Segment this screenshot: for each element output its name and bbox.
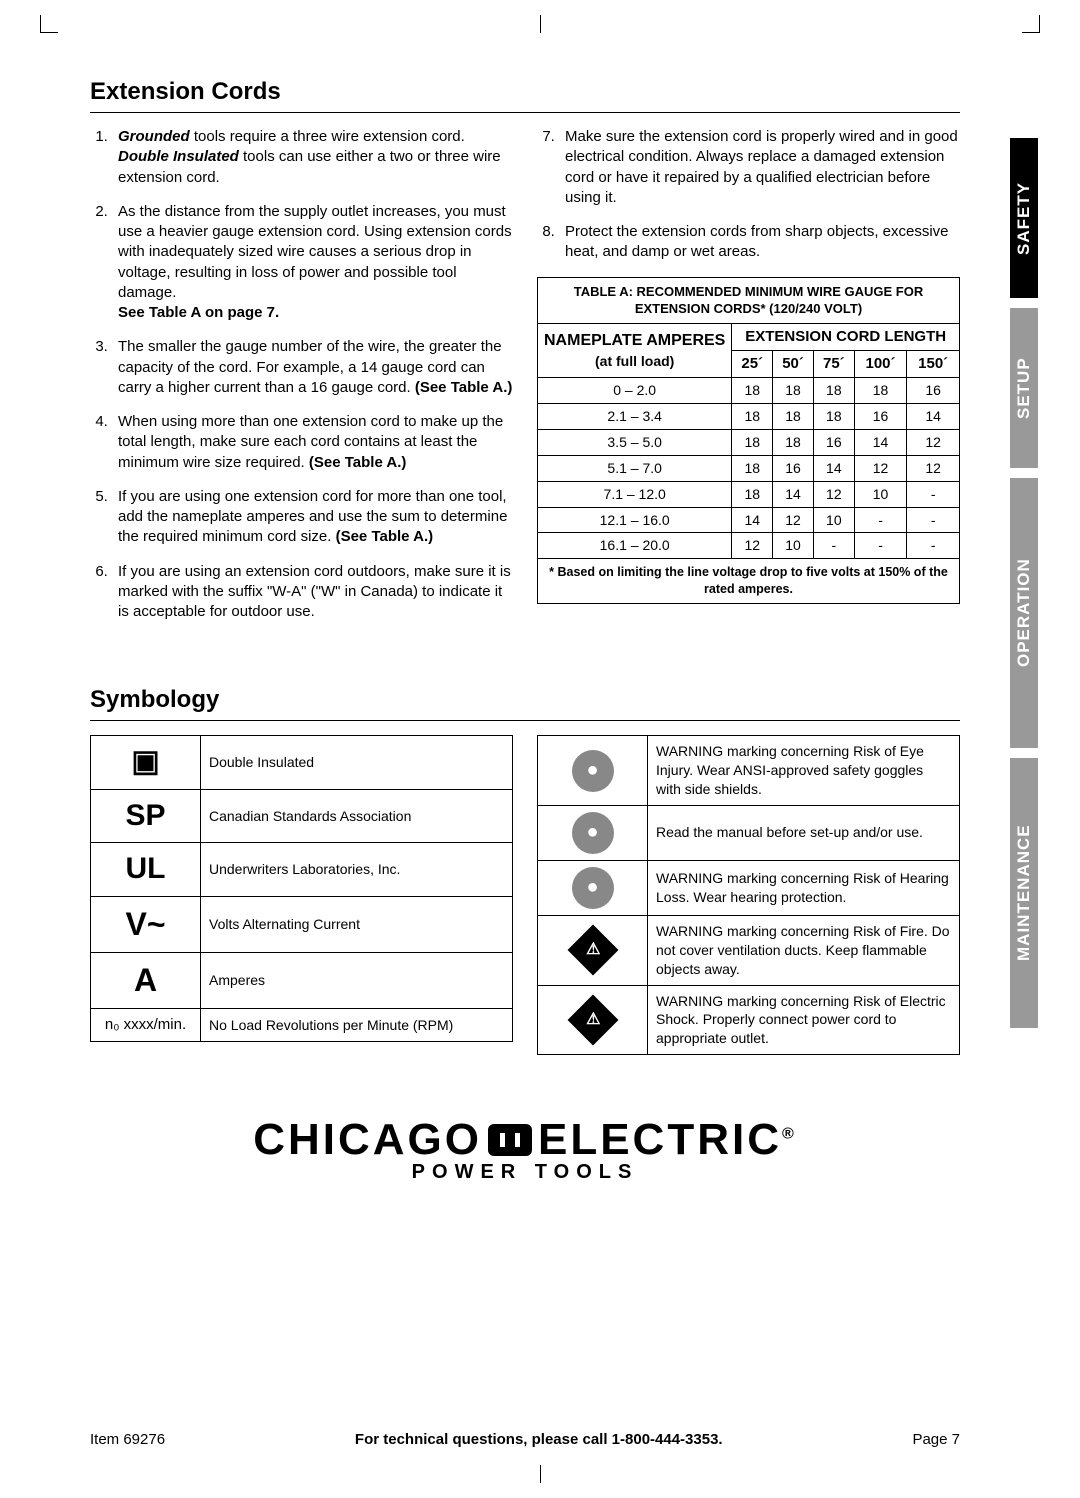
list-item: If you are using an extension cord outdo… (112, 562, 513, 623)
symbol-icon: V~ (91, 896, 201, 952)
symbol-desc: WARNING marking concerning Risk of Elect… (648, 985, 960, 1055)
table-cell: 12 (907, 455, 960, 481)
tab-operation: OPERATION (1010, 478, 1038, 748)
table-cell: 18 (854, 378, 907, 404)
section-title-symbology: Symbology (90, 686, 960, 714)
instructions-right: Make sure the extension cord is properly… (537, 127, 960, 263)
table-cell: 12 (813, 481, 854, 507)
symbol-icon: ⚠ (538, 915, 648, 985)
table-cell: 18 (773, 429, 814, 455)
table-cell: 16 (854, 403, 907, 429)
table-cell: - (907, 481, 960, 507)
symbol-desc: WARNING marking concerning Risk of Eye I… (648, 736, 960, 806)
table-cell: 16 (907, 378, 960, 404)
table-cell: 14 (773, 481, 814, 507)
table-cell: 14 (907, 403, 960, 429)
symbology-table-left: ▣Double InsulatedSPCanadian Standards As… (90, 735, 513, 1042)
table-cell: 12 (854, 455, 907, 481)
table-cell: - (813, 533, 854, 559)
footer-contact: For technical questions, please call 1-8… (355, 1431, 723, 1448)
table-cell: 10 (813, 507, 854, 533)
table-cell: - (854, 507, 907, 533)
table-cell: 12 (773, 507, 814, 533)
table-cell: 0 – 2.0 (538, 378, 732, 404)
symbol-icon: ⚠ (538, 985, 648, 1055)
table-cell: 14 (732, 507, 773, 533)
instructions-left: Grounded tools require a three wire exte… (90, 127, 513, 622)
table-cell: 2.1 – 3.4 (538, 403, 732, 429)
tab-safety: SAFETY (1010, 138, 1038, 298)
symbol-desc: Read the manual before set-up and/or use… (648, 805, 960, 860)
table-cell: 16.1 – 20.0 (538, 533, 732, 559)
symbol-icon: ● (538, 860, 648, 915)
symbol-desc: WARNING marking concerning Risk of Fire.… (648, 915, 960, 985)
symbol-icon: ▣ (91, 736, 201, 790)
table-cell: 3.5 – 5.0 (538, 429, 732, 455)
table-length-header: 150´ (907, 350, 960, 377)
symbol-desc: No Load Revolutions per Minute (RPM) (201, 1009, 513, 1042)
section-title-extension-cords: Extension Cords (90, 78, 960, 106)
table-cell: 18 (813, 378, 854, 404)
tab-maintenance: MAINTENANCE (1010, 758, 1038, 1028)
symbology-table-right: ●WARNING marking concerning Risk of Eye … (537, 735, 960, 1055)
table-col-header: EXTENSION CORD LENGTH (732, 323, 960, 350)
table-note: * Based on limiting the line voltage dro… (538, 559, 960, 604)
plug-icon (488, 1124, 532, 1156)
symbol-desc: Underwriters Laboratories, Inc. (201, 843, 513, 897)
list-item: As the distance from the supply outlet i… (112, 202, 513, 324)
symbol-icon: UL (91, 843, 201, 897)
table-cell: 12 (732, 533, 773, 559)
table-row-header: NAMEPLATE AMPERES (at full load) (538, 323, 732, 378)
table-length-header: 100´ (854, 350, 907, 377)
symbol-icon: A (91, 952, 201, 1008)
table-cell: 18 (813, 403, 854, 429)
list-item: The smaller the gauge number of the wire… (112, 337, 513, 398)
table-cell: 18 (732, 455, 773, 481)
table-title: TABLE A: RECOMMENDED MINIMUM WIRE GAUGE … (538, 277, 960, 323)
list-item: If you are using one extension cord for … (112, 487, 513, 548)
table-cell: - (907, 507, 960, 533)
footer-page-num: Page 7 (912, 1431, 960, 1448)
list-item: Grounded tools require a three wire exte… (112, 127, 513, 188)
tab-setup: SETUP (1010, 308, 1038, 468)
table-cell: - (907, 533, 960, 559)
symbol-desc: Double Insulated (201, 736, 513, 790)
brand-logo: CHICAGOELECTRIC® POWER TOOLS (90, 1115, 960, 1184)
table-cell: 16 (773, 455, 814, 481)
table-cell: 18 (773, 403, 814, 429)
table-cell: 5.1 – 7.0 (538, 455, 732, 481)
table-length-header: 50´ (773, 350, 814, 377)
table-length-header: 25´ (732, 350, 773, 377)
page-footer: Item 69276 For technical questions, plea… (90, 1431, 960, 1448)
symbol-icon: ● (538, 805, 648, 860)
table-cell: 12.1 – 16.0 (538, 507, 732, 533)
symbol-icon: SP (91, 789, 201, 843)
list-item: Protect the extension cords from sharp o… (559, 222, 960, 263)
table-cell: 18 (732, 481, 773, 507)
side-tabs: SAFETY SETUP OPERATION MAINTENANCE (1010, 138, 1040, 1038)
table-cell: 18 (773, 378, 814, 404)
table-cell: 18 (732, 378, 773, 404)
table-a: TABLE A: RECOMMENDED MINIMUM WIRE GAUGE … (537, 277, 960, 605)
list-item: Make sure the extension cord is properly… (559, 127, 960, 208)
list-item: When using more than one extension cord … (112, 412, 513, 473)
symbol-icon: n₀ xxxx/min. (91, 1009, 201, 1042)
table-cell: 10 (773, 533, 814, 559)
table-length-header: 75´ (813, 350, 854, 377)
symbol-desc: Amperes (201, 952, 513, 1008)
table-cell: 12 (907, 429, 960, 455)
table-cell: 18 (732, 403, 773, 429)
symbol-desc: WARNING marking concerning Risk of Heari… (648, 860, 960, 915)
table-cell: 16 (813, 429, 854, 455)
table-cell: - (854, 533, 907, 559)
symbol-desc: Volts Alternating Current (201, 896, 513, 952)
table-cell: 10 (854, 481, 907, 507)
footer-item: Item 69276 (90, 1431, 165, 1448)
table-cell: 14 (854, 429, 907, 455)
table-cell: 7.1 – 12.0 (538, 481, 732, 507)
table-cell: 14 (813, 455, 854, 481)
symbol-desc: Canadian Standards Association (201, 789, 513, 843)
symbol-icon: ● (538, 736, 648, 806)
table-cell: 18 (732, 429, 773, 455)
